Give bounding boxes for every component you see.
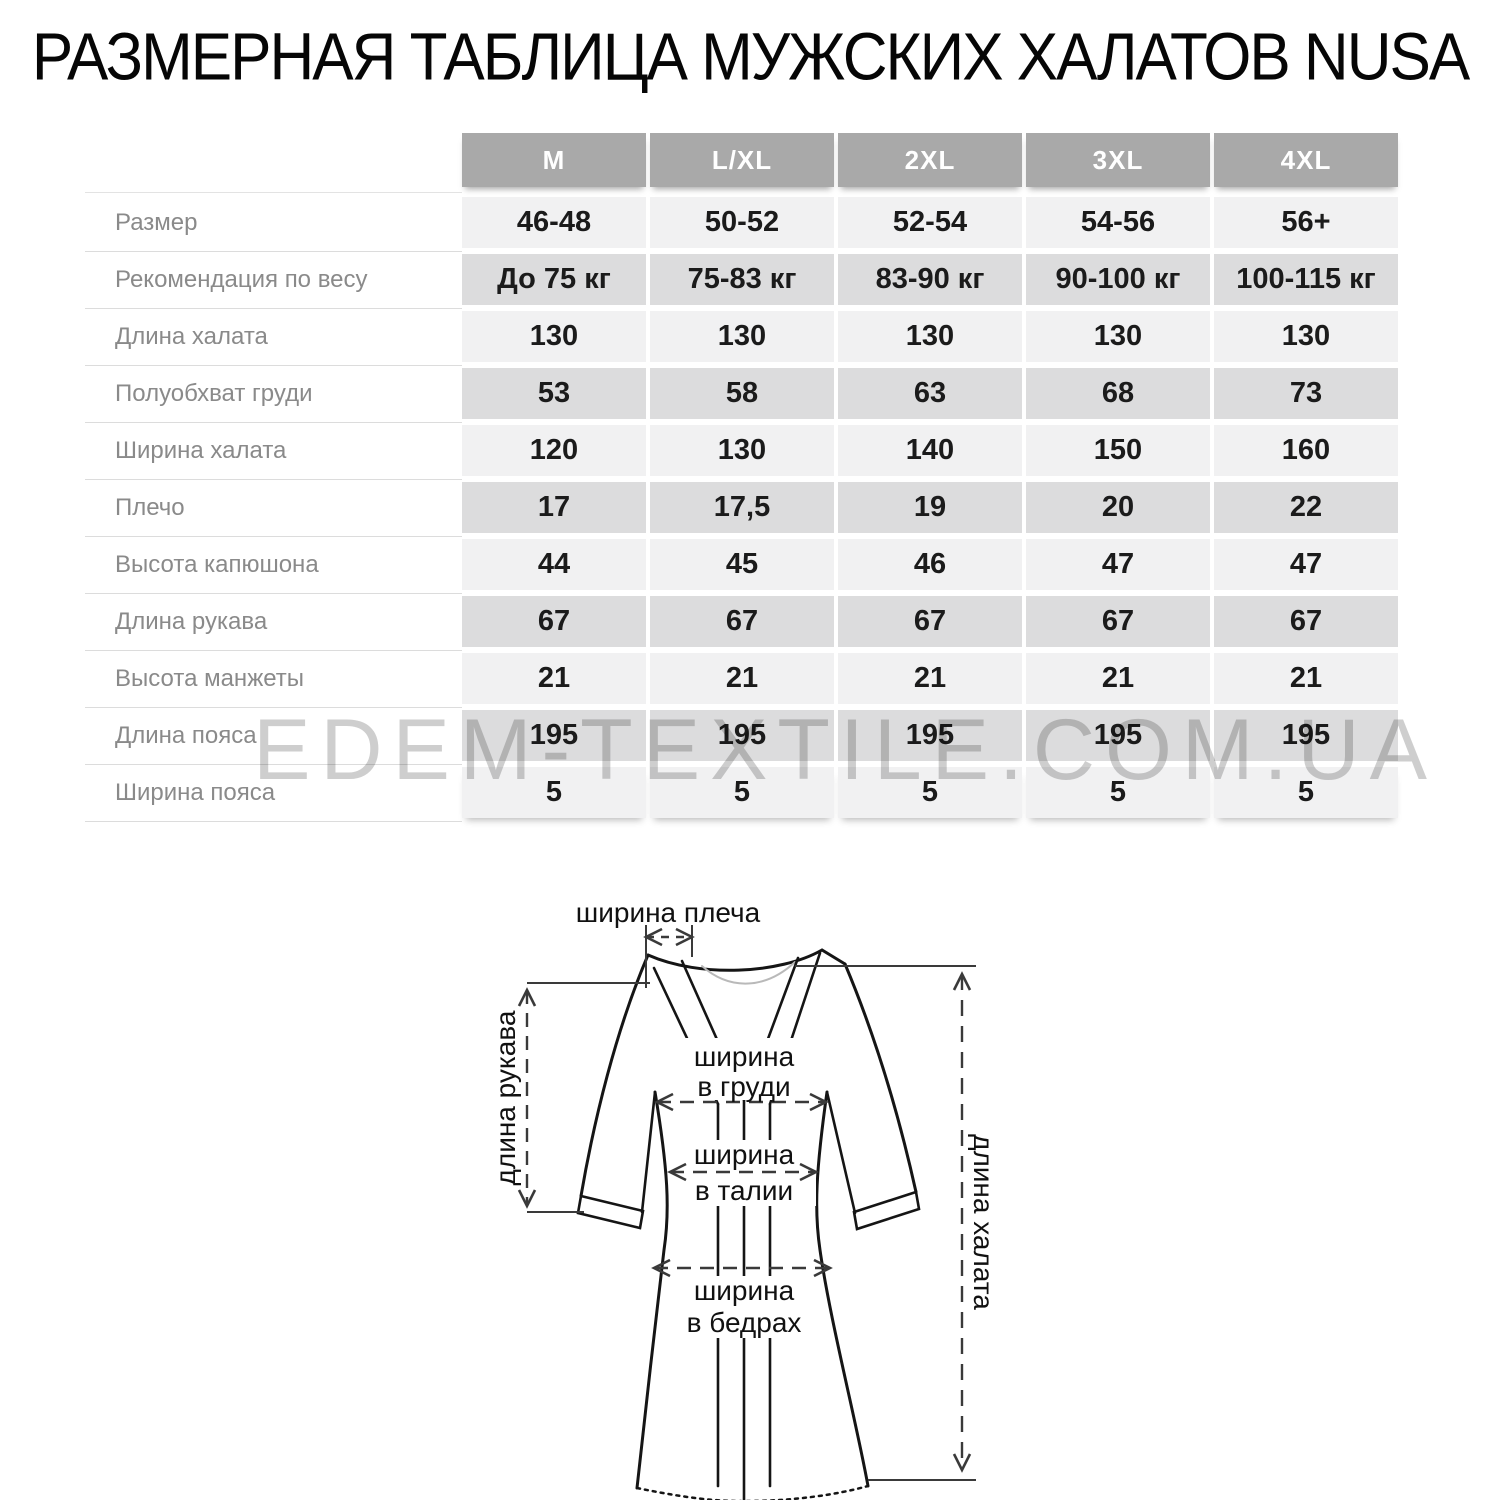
table-row: Полуобхват груди 53 58 63 68 73 (85, 368, 1398, 423)
column-header-m: M (462, 133, 646, 187)
table-row: Ширина пояса 5 5 5 5 5 (85, 767, 1398, 822)
shoulder-width-label: ширина плеча (576, 897, 761, 928)
table-cell: 21 (1026, 653, 1210, 704)
table-cell: 90-100 кг (1026, 254, 1210, 305)
table-cell: 130 (650, 311, 834, 362)
table-cell: 195 (1214, 710, 1398, 761)
table-cell: 5 (1026, 767, 1210, 818)
table-cell: 22 (1214, 482, 1398, 533)
row-label: Высота манжеты (85, 653, 462, 708)
waist-width-label-1: ширина (694, 1139, 795, 1170)
page-title: РАЗМЕРНАЯ ТАБЛИЦА МУЖСКИХ ХАЛАТОВ NUSA (31, 20, 1470, 95)
table-cell: 5 (462, 767, 646, 818)
column-header-2xl: 2XL (838, 133, 1022, 187)
table-cell: 195 (462, 710, 646, 761)
table-cell: 130 (1214, 311, 1398, 362)
table-cell: 46 (838, 539, 1022, 590)
column-header-l-xl: L/XL (650, 133, 834, 187)
table-cell: 17 (462, 482, 646, 533)
robe-outline (576, 948, 921, 1500)
size-table-rows: Размер 46-48 50-52 52-54 54-56 56+ Рекомендаци… (85, 192, 1398, 822)
table-cell: 44 (462, 539, 646, 590)
table-cell: 67 (1214, 596, 1398, 647)
table-cell: 5 (1214, 767, 1398, 818)
table-cell: 75-83 кг (650, 254, 834, 305)
waist-width-label-2: в талии (695, 1175, 793, 1206)
table-cell: 21 (650, 653, 834, 704)
table-row: Высота капюшона 44 45 46 47 47 (85, 539, 1398, 594)
row-label: Ширина пояса (85, 767, 462, 822)
table-cell: 120 (462, 425, 646, 476)
table-cell: 58 (650, 368, 834, 419)
table-cell: 130 (650, 425, 834, 476)
row-label: Длина пояса (85, 710, 462, 765)
row-label: Длина рукава (85, 596, 462, 651)
table-cell: 67 (650, 596, 834, 647)
table-cell: 195 (650, 710, 834, 761)
table-cell: 21 (462, 653, 646, 704)
table-cell: 17,5 (650, 482, 834, 533)
table-row: Высота манжеты 21 21 21 21 21 (85, 653, 1398, 708)
chest-width-label-1: ширина (694, 1041, 795, 1072)
table-cell: 50-52 (650, 197, 834, 248)
table-row: Плечо 17 17,5 19 20 22 (85, 482, 1398, 537)
table-cell: 100-115 кг (1214, 254, 1398, 305)
size-table: M L/XL 2XL 3XL 4XL Размер 46-48 50-52 52-54 54-5… (85, 133, 1398, 824)
table-cell: 73 (1214, 368, 1398, 419)
hips-width-label-2: в бедрах (687, 1307, 802, 1338)
column-header-4xl: 4XL (1214, 133, 1398, 187)
table-cell: 68 (1026, 368, 1210, 419)
table-row: Длина пояса 195 195 195 195 195 (85, 710, 1398, 765)
table-row: Длина рукава 67 67 67 67 67 (85, 596, 1398, 651)
size-table-header: M L/XL 2XL 3XL 4XL (462, 133, 1398, 187)
table-cell: 54-56 (1026, 197, 1210, 248)
table-cell: 47 (1214, 539, 1398, 590)
row-label: Размер (85, 192, 462, 252)
table-cell: 67 (462, 596, 646, 647)
table-cell: До 75 кг (462, 254, 646, 305)
row-label: Высота капюшона (85, 539, 462, 594)
table-cell: 19 (838, 482, 1022, 533)
table-cell: 20 (1026, 482, 1210, 533)
table-cell: 5 (650, 767, 834, 818)
chest-width-label-2: в груди (697, 1071, 790, 1102)
table-cell: 53 (462, 368, 646, 419)
row-label: Длина халата (85, 311, 462, 366)
row-label: Ширина халата (85, 425, 462, 480)
robe-measurement-diagram: ширина плеча длина рукава ширина в груди… (490, 897, 999, 1500)
column-header-3xl: 3XL (1026, 133, 1210, 187)
table-cell: 130 (838, 311, 1022, 362)
table-cell: 83-90 кг (838, 254, 1022, 305)
table-cell: 130 (1026, 311, 1210, 362)
table-cell: 47 (1026, 539, 1210, 590)
row-label: Полуобхват груди (85, 368, 462, 423)
table-cell: 160 (1214, 425, 1398, 476)
row-label: Плечо (85, 482, 462, 537)
table-cell: 63 (838, 368, 1022, 419)
table-cell: 150 (1026, 425, 1210, 476)
table-cell: 52-54 (838, 197, 1022, 248)
table-cell: 67 (1026, 596, 1210, 647)
table-cell: 130 (462, 311, 646, 362)
table-cell: 195 (838, 710, 1022, 761)
table-cell: 140 (838, 425, 1022, 476)
table-cell: 195 (1026, 710, 1210, 761)
row-label: Рекомендация по весу (85, 254, 462, 309)
table-cell: 45 (650, 539, 834, 590)
hips-width-label-1: ширина (694, 1275, 795, 1306)
table-cell: 5 (838, 767, 1022, 818)
table-cell: 46-48 (462, 197, 646, 248)
table-cell: 67 (838, 596, 1022, 647)
table-cell: 21 (1214, 653, 1398, 704)
robe-length-label: длина халата (968, 1134, 999, 1310)
table-row: Длина халата 130 130 130 130 130 (85, 311, 1398, 366)
table-row: Рекомендация по весу До 75 кг 75-83 кг 83-9… (85, 254, 1398, 309)
table-row: Ширина халата 120 130 140 150 160 (85, 425, 1398, 480)
table-cell: 56+ (1214, 197, 1398, 248)
table-row: Размер 46-48 50-52 52-54 54-56 56+ (85, 192, 1398, 252)
table-cell: 21 (838, 653, 1022, 704)
dimension-lines (517, 925, 976, 1481)
sleeve-length-label: длина рукава (490, 1010, 521, 1185)
